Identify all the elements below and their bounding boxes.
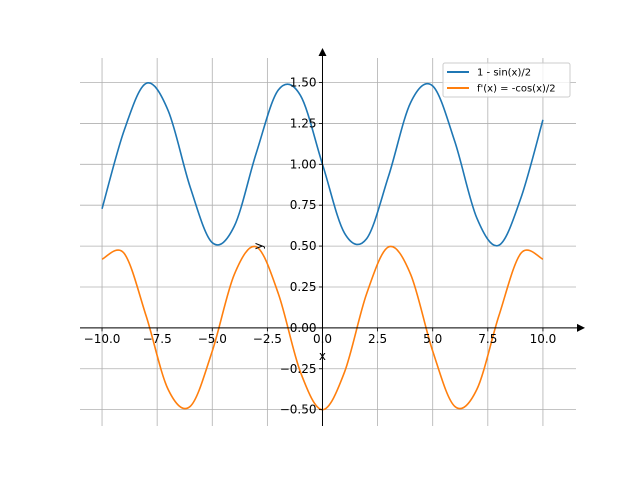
x-tick-label: −5.0: [198, 332, 227, 346]
x-tick-label: 0.0: [313, 332, 332, 346]
x-tick-label: 2.5: [368, 332, 387, 346]
legend-entry-series-1: 1 - sin(x)/2: [477, 68, 531, 79]
legend-entry-series-2: f'(x) = -cos(x)/2: [477, 84, 556, 95]
y-tick-label: 1.00: [290, 157, 317, 171]
y-axis-arrow: [318, 48, 327, 56]
x-tick-label: −7.5: [143, 332, 172, 346]
x-axis-arrow: [577, 323, 585, 332]
x-tick-label: −10.0: [84, 332, 121, 346]
y-tick-label: 1.50: [290, 76, 317, 90]
y-tick-label: 0.75: [290, 198, 317, 212]
y-tick-label: −0.50: [280, 403, 317, 417]
y-tick-label: 0.25: [290, 280, 317, 294]
legend-frame: [442, 62, 571, 98]
y-tick-label: −0.25: [280, 362, 317, 376]
x-tick-label: 10.0: [530, 332, 557, 346]
axes: [80, 48, 585, 426]
y-axis-label: y: [251, 243, 265, 250]
y-tick-label: 0.00: [290, 321, 317, 335]
y-tick-label: 1.25: [290, 116, 317, 130]
x-tick-label: 7.5: [478, 332, 497, 346]
x-tick-label: 5.0: [423, 332, 442, 346]
x-tick-label: −2.5: [253, 332, 282, 346]
legend: 1 - sin(x)/2 f'(x) = -cos(x)/2: [442, 62, 571, 98]
tick-labels: −10.0 −7.5 −5.0 −2.5 0.0 2.5 5.0 7.5 10.0 −0.50 −0…: [84, 76, 557, 417]
y-tick-label: 0.50: [290, 239, 317, 253]
x-axis-label: x: [319, 349, 326, 363]
